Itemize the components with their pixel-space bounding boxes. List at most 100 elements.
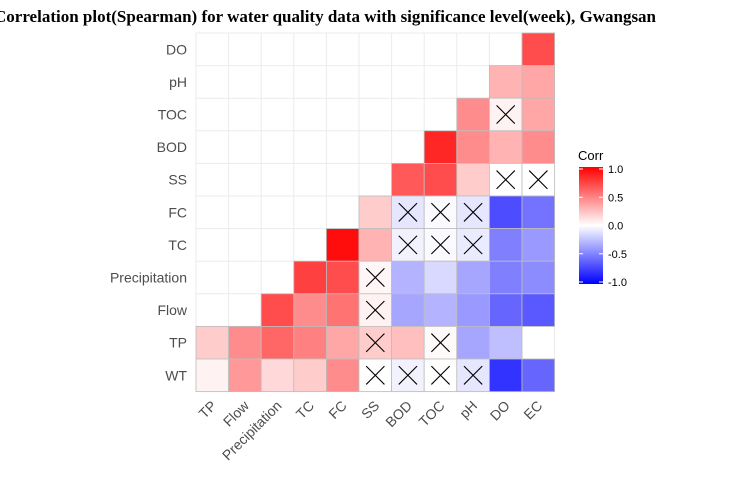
heatmap-cell-precipitation-bod [391,260,425,295]
insignificant-cross-icon [430,235,451,255]
insignificant-cross-icon [496,104,516,125]
heatmap-cell-flow-tc [293,293,327,327]
x-tick-label-tp: TP [195,397,219,421]
insignificant-cross-icon [430,333,451,353]
y-tick-label-bod: BOD [157,139,187,155]
insignificant-cross-icon [463,235,483,255]
y-tick-label-tp: TP [169,335,187,351]
heatmap-cell-tp-tc [293,325,327,360]
heatmap-cell-wt-do [488,358,523,392]
heatmap-cell-wt-bod [391,358,425,392]
y-tick-label-fc: FC [168,204,187,220]
heatmap-cell-tc-fc [325,228,360,262]
heatmap-cells [195,32,555,392]
heatmap-cell-wt-tp [195,358,229,392]
heatmap-cell-tc-ec [521,228,555,262]
heatmap-cell-fc-ss [358,195,392,229]
heatmap-cell-flow-ss [358,293,392,327]
chart-title: Correlation plot(Spearman) for water qua… [0,7,657,26]
heatmap-cell-flow-ec [521,293,555,327]
heatmap-cell-ss-bod [391,162,425,197]
heatmap-cell-tp-ss [358,325,392,360]
insignificant-cross-icon [463,202,483,222]
insignificant-cross-icon [365,300,385,320]
heatmap-cell-wt-flow [228,358,262,392]
legend-title: Corr [578,148,604,163]
heatmap-cell-tc-bod [391,228,425,262]
insignificant-cross-icon [398,202,418,222]
insignificant-cross-icon [365,267,385,288]
x-tick-label-ph: pH [456,397,480,421]
heatmap-cell-ss-ec [521,162,555,197]
heatmap-cell-tc-ph [456,228,490,262]
heatmap-cell-fc-do [488,195,523,229]
heatmap-cell-toc-ph [456,97,490,132]
heatmap-cell-fc-ph [456,195,490,229]
insignificant-cross-icon [463,365,483,385]
y-tick-label-wt: WT [165,367,187,383]
heatmap-cell-fc-bod [391,195,425,229]
heatmap-cell-wt-fc [325,358,360,392]
heatmap-cell-fc-toc [423,195,458,229]
heatmap-cell-toc-ec [521,97,555,132]
heatmap-cell-tp-tp [195,325,229,360]
heatmap-cell-bod-ph [456,130,490,164]
x-tick-label-fc: FC [325,397,350,422]
heatmap-cell-precipitation-toc [423,260,458,295]
legend-tick-label: -0.5 [608,249,627,261]
heatmap-cell-flow-ph [456,293,490,327]
heatmap-cell-precipitation-fc [325,260,360,295]
heatmap-cell-flow-toc [423,293,458,327]
x-tick-label-precipitation: Precipitation [219,397,285,463]
heatmap-cell-tc-toc [423,228,458,262]
heatmap-cell-toc-do [488,97,523,132]
y-tick-label-flow: Flow [157,302,187,318]
heatmap-cell-ss-toc [423,162,458,197]
y-tick-label-ph: pH [169,74,187,90]
insignificant-cross-icon [398,365,418,385]
heatmap-cell-tp-precipitation [260,325,295,360]
heatmap-cell-tp-ph [456,325,490,360]
heatmap-cell-ss-ph [456,162,490,197]
heatmap-cell-fc-ec [521,195,555,229]
x-tick-label-bod: BOD [382,397,415,430]
heatmap-cell-tp-toc [423,325,458,360]
x-tick-label-ec: EC [520,397,545,422]
heatmap-cell-tp-flow [228,325,262,360]
heatmap-cell-wt-ss [358,358,392,392]
legend-tick-label: 1.0 [608,164,623,176]
heatmap-cell-flow-fc [325,293,360,327]
heatmap-cell-bod-toc [423,130,458,164]
heatmap-cell-ph-do [488,65,523,99]
insignificant-cross-icon [430,202,451,222]
heatmap-cell-bod-ec [521,130,555,164]
legend-tick-label: 0.5 [608,192,623,204]
heatmap-cell-flow-bod [391,293,425,327]
heatmap-cell-do-ec [521,32,555,66]
heatmap-cell-wt-ec [521,358,555,392]
legend-tick-label: -1.0 [608,277,627,289]
y-tick-label-toc: TOC [158,107,187,123]
insignificant-cross-icon [398,235,418,255]
heatmap-cell-wt-ph [456,358,490,392]
x-tick-label-ss: SS [358,397,383,422]
heatmap-cell-flow-precipitation [260,293,295,327]
heatmap-cell-precipitation-ph [456,260,490,295]
heatmap-cell-bod-do [488,130,523,164]
y-tick-label-precipitation: Precipitation [110,270,187,286]
heatmap-cell-wt-toc [423,358,458,392]
insignificant-cross-icon [430,365,451,385]
y-tick-label-ss: SS [168,172,187,188]
heatmap-cell-precipitation-do [488,260,523,295]
heatmap-cell-precipitation-tc [293,260,327,295]
y-tick-label-tc: TC [168,237,187,253]
heatmap-cell-precipitation-ss [358,260,392,295]
heatmap-cell-tp-fc [325,325,360,360]
legend-tick-label: 0.0 [608,221,623,233]
heatmap-cell-flow-do [488,293,523,327]
heatmap-cell-precipitation-ec [521,260,555,295]
y-tick-label-do: DO [166,41,187,57]
insignificant-cross-icon [528,170,548,190]
